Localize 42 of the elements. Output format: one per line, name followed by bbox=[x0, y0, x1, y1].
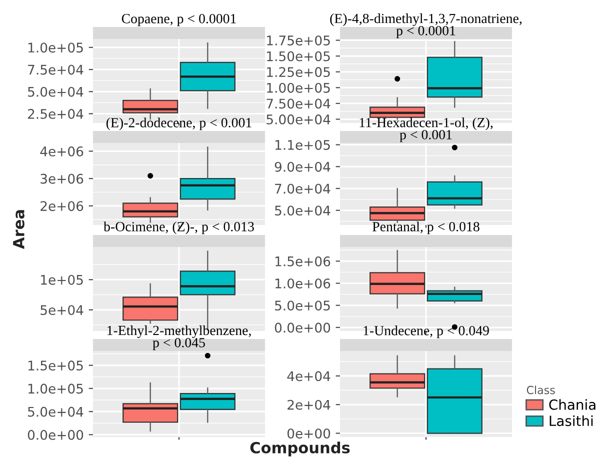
y-tick-label: 1.5e+06 bbox=[275, 256, 330, 266]
y-tick-label: 2e+06 bbox=[40, 201, 84, 212]
y-tick-label: 1.50e+05 bbox=[267, 51, 330, 62]
y-tick-label: 9.0e+04 bbox=[274, 162, 330, 172]
y-tick-label: 4e+04 bbox=[287, 371, 330, 382]
chart-title: (E)-2-dodecene, p < 0.001 bbox=[106, 118, 252, 130]
chart-title: 11-Hexadecen-1-ol, (Z), p < 0.001 bbox=[360, 117, 493, 142]
y-tick-label: 0e+00 bbox=[287, 428, 330, 438]
y-tick-label: 3e+06 bbox=[40, 174, 84, 184]
y-tick-label: 1e+05 bbox=[41, 274, 83, 285]
y-tick-label: 1.1e+05 bbox=[275, 140, 330, 150]
y-tick-label: 4e+06 bbox=[40, 146, 84, 156]
chart-title: (E)-4,8-dimethyl-1,3,7-nonatriene, p < 0.0001 bbox=[330, 13, 522, 38]
y-tick-label: 2e+04 bbox=[288, 400, 330, 410]
y-tick-label: 5.00e+04 bbox=[266, 114, 330, 124]
y-tick-label: 1.00e+05 bbox=[267, 82, 330, 93]
y-tick-label: 1.75e+05 bbox=[267, 35, 330, 46]
y-tick-label: 2.5e+04 bbox=[28, 108, 84, 119]
y-tick-label: 7.0e+04 bbox=[275, 184, 330, 194]
y-tick-label: 5.0e+04 bbox=[275, 206, 330, 216]
y-tick-label: 5.0e+04 bbox=[28, 406, 84, 417]
y-tick-label: 7.5e+04 bbox=[28, 64, 84, 75]
y-tick-label: 1.0e+05 bbox=[28, 384, 83, 394]
chart-title: Copaene, p < 0.0001 bbox=[122, 14, 236, 26]
y-tick-label: 0.0e+00 bbox=[274, 322, 330, 333]
y-tick-label: 1.0e+05 bbox=[28, 42, 83, 53]
y-tick-label: 5.0e+05 bbox=[275, 300, 330, 311]
y-tick-label: 0.0e+00 bbox=[28, 430, 84, 440]
legend-label: Lasithi bbox=[550, 415, 593, 426]
y-tick-label: 5.0e+04 bbox=[28, 86, 84, 97]
y-tick-label: 1.25e+05 bbox=[267, 67, 330, 78]
y-tick-label: 1.0e+06 bbox=[275, 278, 330, 288]
legend-label: Chania bbox=[549, 399, 596, 410]
chart-title: b-Ocimene, (Z)-, p < 0.013 bbox=[104, 222, 254, 234]
chart-title: Pentanal, p < 0.018 bbox=[372, 222, 480, 234]
y-tick-label: 1.5e+05 bbox=[28, 360, 83, 371]
x-axis-title: Compounds bbox=[250, 442, 350, 456]
y-tick-label: 5e+04 bbox=[40, 305, 84, 316]
chart-title: 1-Ethyl-2-methylbenzene, p < 0.045 bbox=[108, 325, 251, 350]
y-tick-label: 7.50e+04 bbox=[266, 98, 330, 109]
legend-title: Class bbox=[526, 386, 555, 394]
y-axis-title: Area bbox=[13, 210, 24, 249]
